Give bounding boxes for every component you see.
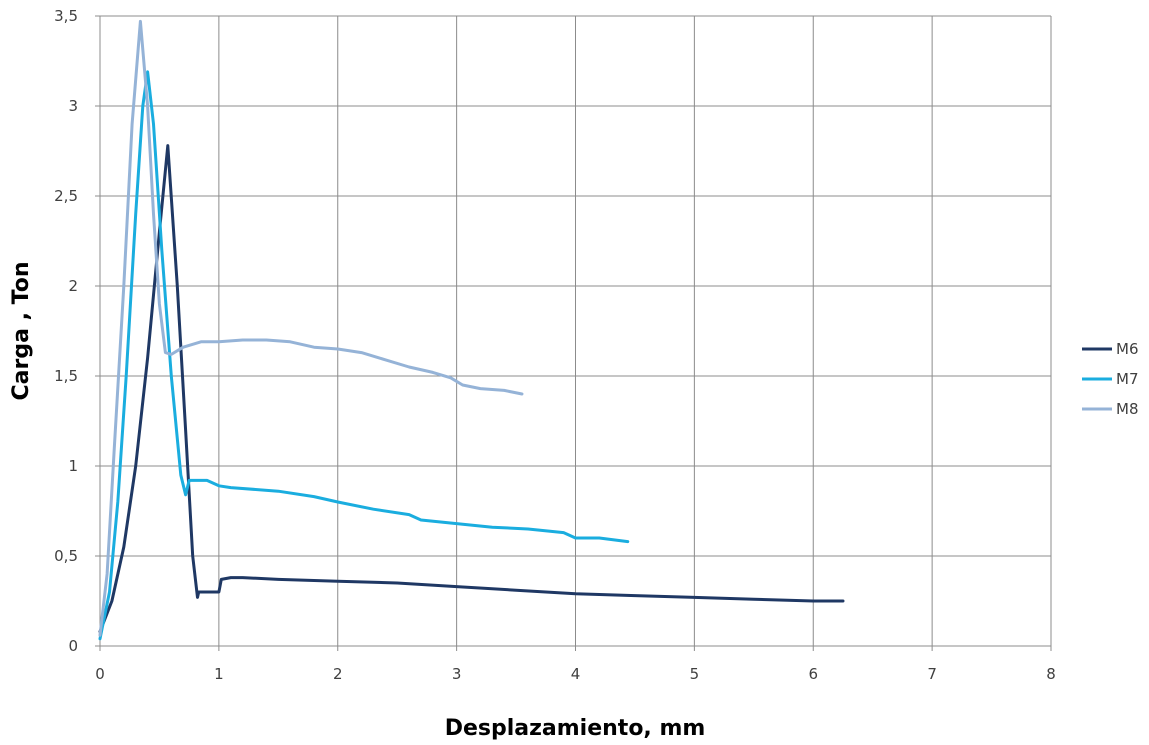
legend: M6 M7 M8 (1082, 340, 1139, 418)
y-tick-labels: 0 0,5 1 1,5 2 2,5 3 3,5 (54, 7, 78, 655)
x-axis-title: Desplazamiento, mm (445, 716, 706, 741)
x-tick-label: 6 (808, 665, 818, 683)
x-tick-label: 0 (95, 665, 105, 683)
y-tick-label: 3 (68, 97, 78, 115)
x-tick-label: 1 (214, 665, 224, 683)
x-tick-label: 8 (1046, 665, 1056, 683)
x-tick-label: 2 (333, 665, 343, 683)
y-tick-label: 2,5 (54, 187, 78, 205)
y-tick-label: 0 (68, 637, 78, 655)
x-tick-label: 3 (452, 665, 462, 683)
x-tick-label: 4 (571, 665, 581, 683)
y-axis-title: Carga , Ton (9, 262, 34, 401)
x-tick-label: 7 (927, 665, 937, 683)
axes (95, 15, 1052, 651)
series-line-m6 (98, 144, 845, 634)
legend-label-m6: M6 (1116, 340, 1139, 358)
series-line-m7 (98, 70, 630, 641)
y-tick-label: 3,5 (54, 7, 78, 25)
y-tick-label: 0,5 (54, 547, 78, 565)
y-tick-label: 1 (68, 457, 78, 475)
series-line-m8 (98, 19, 524, 637)
y-tick-label: 1,5 (54, 367, 78, 385)
x-tick-label: 5 (690, 665, 700, 683)
series-group (98, 19, 845, 641)
y-tick-label: 2 (68, 277, 78, 295)
x-tick-labels: 0 1 2 3 4 5 6 7 8 (95, 665, 1056, 683)
legend-label-m8: M8 (1116, 400, 1139, 418)
legend-label-m7: M7 (1116, 370, 1139, 388)
gridlines (100, 15, 1052, 646)
